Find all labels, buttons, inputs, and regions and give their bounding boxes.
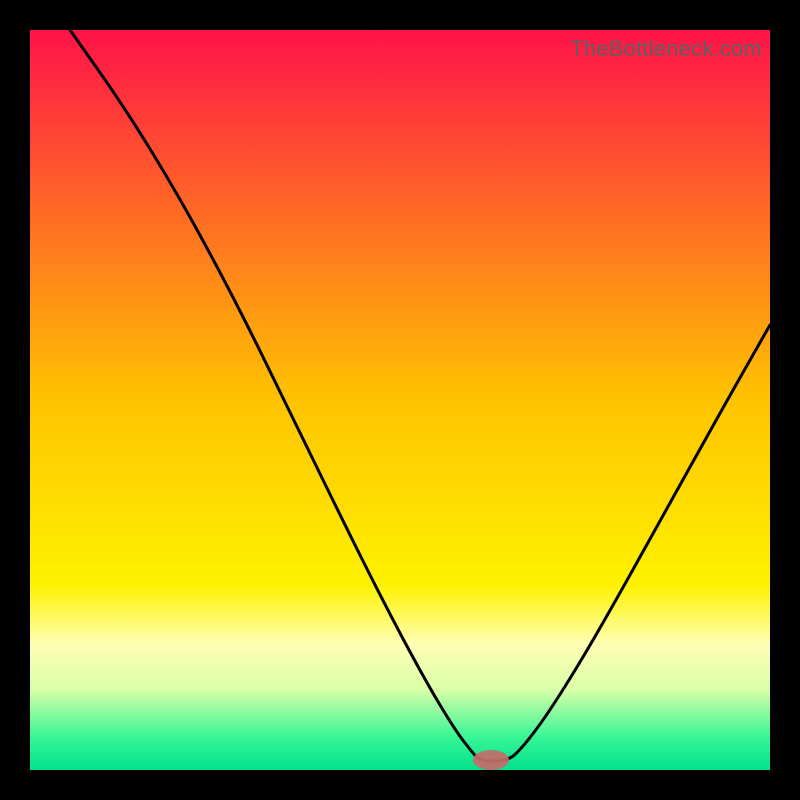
- gradient-background: [30, 30, 770, 770]
- bottleneck-chart: [30, 30, 770, 770]
- chart-frame: TheBottleneck.com: [0, 0, 800, 800]
- optimal-point-marker: [473, 750, 509, 770]
- plot-area: [30, 30, 770, 770]
- watermark-label: TheBottleneck.com: [570, 36, 762, 62]
